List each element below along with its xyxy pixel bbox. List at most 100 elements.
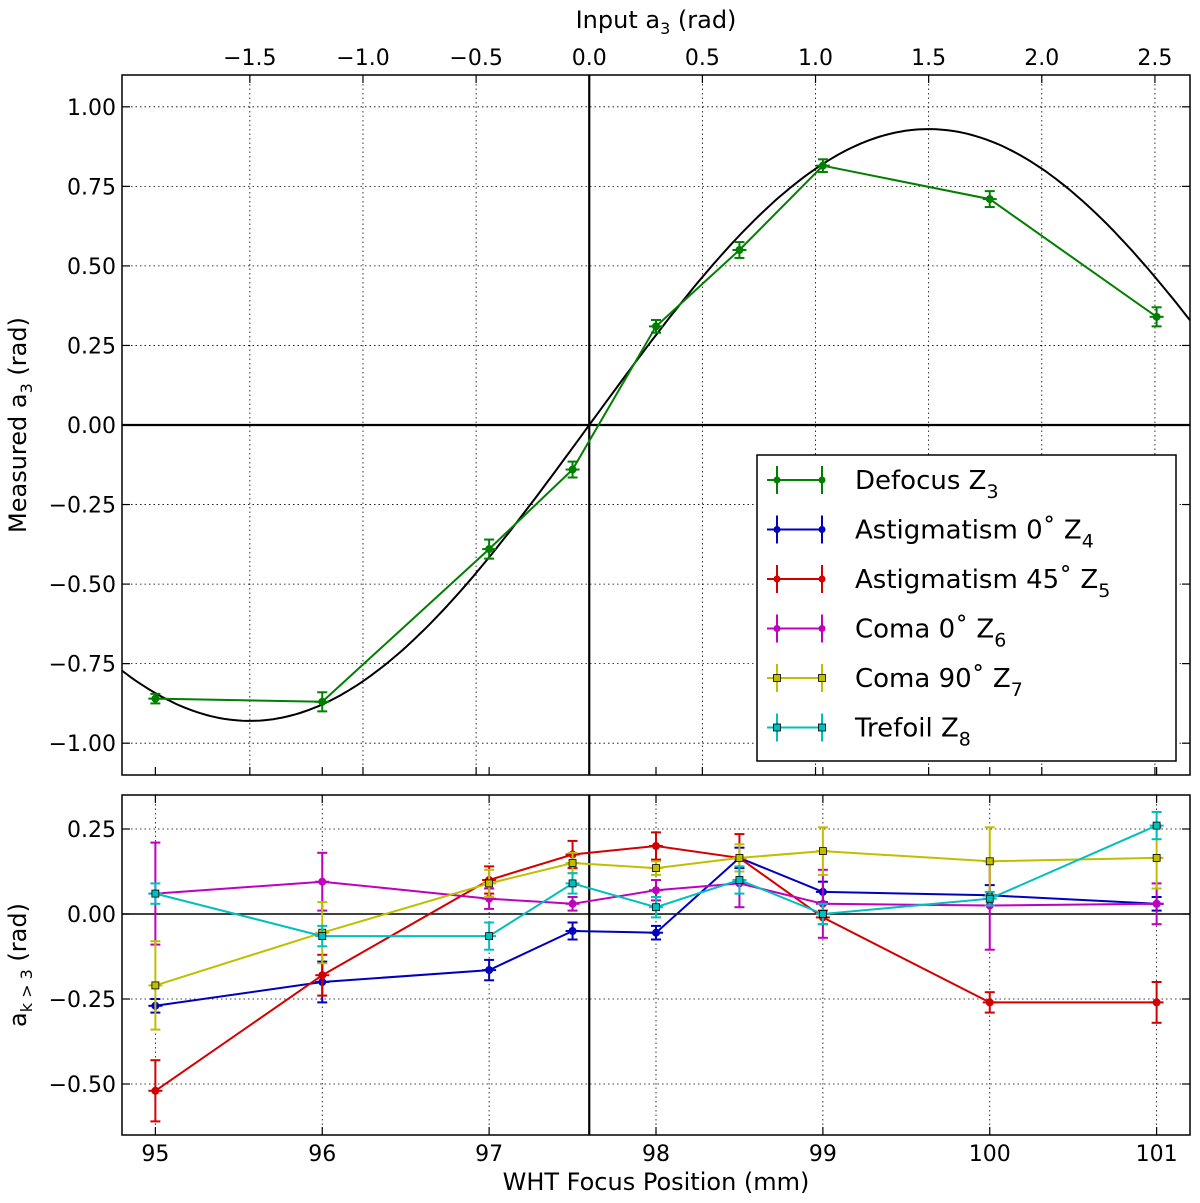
data-point bbox=[818, 910, 827, 918]
bottom-y-tick-label: −0.25 bbox=[49, 988, 116, 1013]
bottom-ticks: 95 96 97 98 99 100 101 0.25 0.00 −0.25 −0.50 bbox=[49, 795, 1190, 1167]
legend-marker bbox=[818, 674, 826, 682]
data-point bbox=[318, 697, 327, 706]
data-point bbox=[652, 842, 660, 850]
data-point bbox=[735, 854, 744, 862]
data-point bbox=[485, 545, 494, 554]
top-y-tick-label: 0.25 bbox=[67, 334, 116, 359]
top-x-tick-label: −1.5 bbox=[223, 46, 276, 71]
series-trefoil-z-8 bbox=[148, 811, 1164, 951]
data-point bbox=[151, 981, 160, 990]
top-y-tick-label: −0.75 bbox=[49, 653, 116, 678]
x-tick-label: 101 bbox=[1136, 1142, 1178, 1167]
data-point bbox=[568, 465, 577, 474]
top-y-tick-label: 1.00 bbox=[67, 96, 116, 121]
bottom-y-tick-label: −0.50 bbox=[49, 1073, 116, 1098]
series-defocus-z-3 bbox=[148, 158, 1164, 713]
model-curve-line bbox=[121, 128, 1191, 722]
legend-label: Astigmatism 45˚ Z5 bbox=[855, 565, 1110, 602]
data-point bbox=[1152, 821, 1161, 830]
data-point bbox=[318, 932, 327, 940]
legend-marker bbox=[818, 625, 826, 632]
bottom-y-axis-label: ak > 3 (rad) bbox=[4, 903, 36, 1027]
legend-label: Defocus Z3 bbox=[855, 466, 999, 503]
legend-marker bbox=[773, 723, 781, 732]
data-point bbox=[818, 847, 827, 855]
top-model-curve bbox=[121, 128, 1191, 722]
x-tick-label: 98 bbox=[642, 1142, 670, 1167]
data-point bbox=[652, 928, 660, 937]
legend-marker bbox=[818, 476, 826, 484]
legend-marker bbox=[818, 723, 826, 732]
top-axis-title: Input a3 (rad) bbox=[576, 6, 737, 38]
data-point bbox=[1152, 854, 1161, 862]
top-y-tick-label: −0.50 bbox=[49, 573, 116, 598]
legend-box bbox=[756, 454, 1177, 762]
legend: Defocus Z3 Astigmatism 0˚ Z4 Astigmatism 4… bbox=[756, 454, 1177, 762]
data-point bbox=[568, 859, 577, 867]
x-tick-label: 95 bbox=[141, 1142, 169, 1167]
data-point bbox=[652, 864, 660, 872]
bottom-series bbox=[148, 811, 1164, 1123]
data-point bbox=[568, 899, 577, 908]
top-x-tick-label: 0.5 bbox=[685, 46, 720, 71]
data-point bbox=[485, 932, 494, 940]
x-tick-label: 97 bbox=[475, 1142, 503, 1167]
data-point bbox=[151, 694, 160, 703]
x-tick-label: 96 bbox=[308, 1142, 336, 1167]
x-tick-label: 100 bbox=[969, 1142, 1011, 1167]
data-point bbox=[1152, 998, 1161, 1007]
bottom-y-tick-label: 0.00 bbox=[67, 903, 116, 928]
data-point bbox=[151, 889, 160, 898]
data-point bbox=[652, 322, 660, 331]
data-point bbox=[318, 877, 327, 886]
top-x-tick-label: 1.0 bbox=[798, 46, 833, 71]
data-point bbox=[318, 971, 327, 980]
legend-marker bbox=[773, 674, 781, 682]
legend-marker bbox=[773, 625, 781, 632]
data-point bbox=[735, 246, 744, 254]
top-y-tick-label: 0.75 bbox=[67, 175, 116, 200]
top-y-axis-label: Measured a3 (rad) bbox=[4, 317, 36, 533]
legend-label: Coma 90˚ Z7 bbox=[855, 664, 1023, 701]
top-x-tick-label: 0.0 bbox=[572, 46, 607, 71]
legend-marker bbox=[773, 476, 781, 484]
top-y-tick-label: 0.50 bbox=[67, 255, 116, 280]
top-x-tick-label: −0.5 bbox=[449, 46, 502, 71]
data-point bbox=[985, 894, 994, 903]
top-y-tick-label: −1.00 bbox=[49, 732, 116, 757]
top-y-tick-label: 0.00 bbox=[67, 414, 116, 439]
top-y-tick-label: −0.25 bbox=[49, 494, 116, 519]
data-point bbox=[985, 857, 994, 866]
data-point bbox=[568, 927, 577, 935]
top-x-tick-label: 1.5 bbox=[911, 46, 946, 71]
data-point bbox=[485, 966, 494, 975]
data-point bbox=[1152, 899, 1161, 908]
top-ticks: −1.5 −1.0 −0.5 0.0 0.5 1.0 1.5 2.0 2.5 1.00 0.75 0.… bbox=[49, 46, 1190, 775]
top-series bbox=[148, 158, 1164, 713]
legend-marker bbox=[818, 575, 826, 583]
legend-label: Coma 0˚ Z6 bbox=[855, 615, 1006, 652]
x-tick-label: 99 bbox=[809, 1142, 837, 1167]
legend-marker bbox=[818, 526, 826, 533]
bottom-y-tick-label: 0.25 bbox=[67, 818, 116, 843]
top-x-tick-label: 2.5 bbox=[1137, 46, 1172, 71]
data-point bbox=[151, 1086, 160, 1095]
legend-label: Astigmatism 0˚ Z4 bbox=[855, 516, 1094, 553]
data-point bbox=[985, 998, 994, 1007]
data-point bbox=[485, 879, 494, 888]
top-x-tick-label: −1.0 bbox=[336, 46, 389, 71]
data-point bbox=[1152, 312, 1161, 321]
top-panel: −1.5 −1.0 −0.5 0.0 0.5 1.0 1.5 2.0 2.5 1.00 0.75 0.… bbox=[4, 6, 1191, 776]
data-point bbox=[985, 195, 994, 204]
legend-marker bbox=[773, 526, 781, 533]
top-x-tick-label: 2.0 bbox=[1024, 46, 1059, 71]
bottom-panel: 95 96 97 98 99 100 101 0.25 0.00 −0.25 −0.50 WHT F… bbox=[4, 794, 1191, 1196]
legend-marker bbox=[773, 575, 781, 583]
data-point bbox=[652, 903, 660, 912]
data-point bbox=[735, 876, 744, 884]
data-point bbox=[818, 161, 827, 170]
legend-label: Trefoil Z8 bbox=[854, 714, 971, 751]
data-point bbox=[652, 886, 660, 895]
